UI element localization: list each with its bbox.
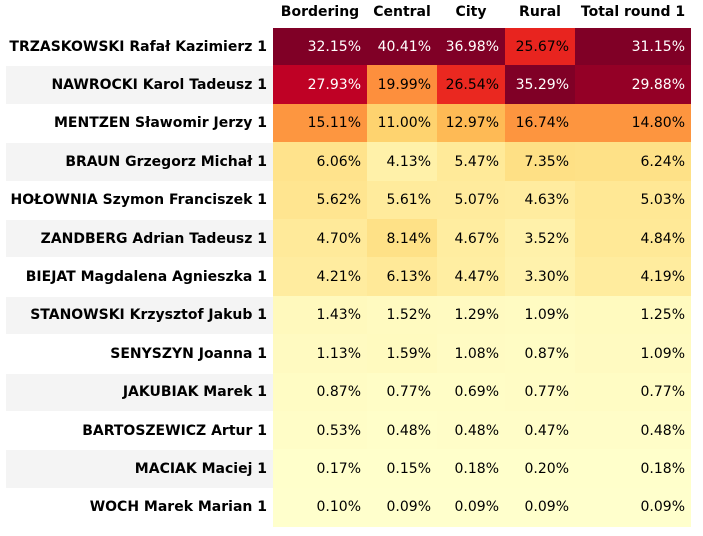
heatmap-cell-woch-marek-marian-1-total-round-1: 0.09% [575, 487, 691, 528]
heatmap-cell-senyszyn-joanna-1-rural: 0.87% [505, 334, 575, 374]
row-label-woch-marek-marian-1: WOCH Marek Marian 1 [6, 488, 273, 527]
heatmap-cell-zandberg-adrian-tadeusz-1-central: 8.14% [367, 219, 437, 259]
heatmap-cell-nawrocki-karol-tadeusz-1-central: 19.99% [367, 65, 437, 105]
heatmap-cell-jakubiak-marek-1-total-round-1: 0.77% [575, 372, 691, 412]
heatmap-cell-maciak-maciej-1-central: 0.15% [367, 449, 437, 489]
row-label-zandberg-adrian-tadeusz-1: ZANDBERG Adrian Tadeusz 1 [6, 220, 273, 258]
column-header-city: City [455, 4, 487, 20]
heatmap-cell-jakubiak-marek-1-central: 0.77% [367, 372, 437, 412]
heatmap-cell-trzaskowski-rafal-kazimierz-1-city: 36.98% [437, 28, 505, 67]
heatmap-cell-zandberg-adrian-tadeusz-1-total-round-1: 4.84% [575, 219, 691, 259]
heatmap-cell-woch-marek-marian-1-city: 0.09% [437, 487, 505, 528]
heatmap-cell-bartoszewicz-artur-1-central: 0.48% [367, 411, 437, 451]
heatmap-cell-braun-grzegorz-michal-1-bordering: 6.06% [273, 142, 367, 182]
heatmap-cell-stanowski-krzysztof-jakub-1-bordering: 1.43% [273, 295, 367, 336]
heatmap-cell-jakubiak-marek-1-bordering: 0.87% [273, 372, 367, 412]
heatmap-cell-braun-grzegorz-michal-1-central: 4.13% [367, 142, 437, 182]
heatmap-cell-jakubiak-marek-1-city: 0.69% [437, 372, 505, 412]
heatmap-cell-senyszyn-joanna-1-total-round-1: 1.09% [575, 334, 691, 374]
heatmap-cell-biejat-magdalena-agnieszka-1-bordering: 4.21% [273, 257, 367, 297]
column-header-total-round-1: Total round 1 [580, 4, 686, 20]
heatmap-cell-zandberg-adrian-tadeusz-1-city: 4.67% [437, 219, 505, 259]
row-label-nawrocki-karol-tadeusz-1: NAWROCKI Karol Tadeusz 1 [6, 66, 273, 104]
heatmap-cell-braun-grzegorz-michal-1-rural: 7.35% [505, 142, 575, 182]
heatmap-cell-senyszyn-joanna-1-city: 1.08% [437, 334, 505, 374]
heatmap-cell-mentzen-slawomir-jerzy-1-total-round-1: 14.80% [575, 103, 691, 144]
row-label-maciak-maciej-1: MACIAK Maciej 1 [6, 450, 273, 488]
heatmap-cell-braun-grzegorz-michal-1-total-round-1: 6.24% [575, 142, 691, 182]
heatmap-cell-stanowski-krzysztof-jakub-1-central: 1.52% [367, 295, 437, 336]
heatmap-cell-trzaskowski-rafal-kazimierz-1-central: 40.41% [367, 28, 437, 67]
heatmap-cell-biejat-magdalena-agnieszka-1-rural: 3.30% [505, 257, 575, 297]
heatmap-cell-biejat-magdalena-agnieszka-1-central: 6.13% [367, 257, 437, 297]
heatmap-cell-woch-marek-marian-1-central: 0.09% [367, 487, 437, 528]
column-header-central: Central [373, 4, 431, 20]
heatmap-cell-mentzen-slawomir-jerzy-1-bordering: 15.11% [273, 103, 367, 144]
heatmap-cell-nawrocki-karol-tadeusz-1-city: 26.54% [437, 65, 505, 105]
column-header-rural: Rural [519, 4, 561, 20]
heatmap-cell-bartoszewicz-artur-1-total-round-1: 0.48% [575, 411, 691, 451]
row-label-jakubiak-marek-1: JAKUBIAK Marek 1 [6, 373, 273, 411]
heatmap-cell-mentzen-slawomir-jerzy-1-rural: 16.74% [505, 103, 575, 144]
heatmap-cell-nawrocki-karol-tadeusz-1-rural: 35.29% [505, 65, 575, 105]
heatmap-cell-holownia-szymon-franciszek-1-city: 5.07% [437, 180, 505, 220]
heatmap-cell-biejat-magdalena-agnieszka-1-total-round-1: 4.19% [575, 257, 691, 297]
heatmap-cell-stanowski-krzysztof-jakub-1-rural: 1.09% [505, 295, 575, 336]
heatmap-cell-biejat-magdalena-agnieszka-1-city: 4.47% [437, 257, 505, 297]
heatmap-cell-zandberg-adrian-tadeusz-1-bordering: 4.70% [273, 219, 367, 259]
heatmap-cell-woch-marek-marian-1-bordering: 0.10% [273, 487, 367, 528]
heatmap-cell-trzaskowski-rafal-kazimierz-1-bordering: 32.15% [273, 28, 367, 67]
heatmap-cell-braun-grzegorz-michal-1-city: 5.47% [437, 142, 505, 182]
heatmap-cell-bartoszewicz-artur-1-bordering: 0.53% [273, 411, 367, 451]
column-header-bordering: Bordering [280, 4, 360, 20]
heatmap-cell-holownia-szymon-franciszek-1-total-round-1: 5.03% [575, 180, 691, 220]
heatmap-cell-stanowski-krzysztof-jakub-1-total-round-1: 1.25% [575, 295, 691, 336]
heatmap-cell-maciak-maciej-1-bordering: 0.17% [273, 449, 367, 489]
row-label-mentzen-slawomir-jerzy-1: MENTZEN Sławomir Jerzy 1 [6, 104, 273, 143]
heatmap-cell-nawrocki-karol-tadeusz-1-bordering: 27.93% [273, 65, 367, 105]
heatmap-cell-senyszyn-joanna-1-central: 1.59% [367, 334, 437, 374]
heatmap-cell-maciak-maciej-1-total-round-1: 0.18% [575, 449, 691, 489]
row-label-holownia-szymon-franciszek-1: HOŁOWNIA Szymon Franciszek 1 [6, 181, 273, 219]
heatmap-cell-maciak-maciej-1-city: 0.18% [437, 449, 505, 489]
row-label-bartoszewicz-artur-1: BARTOSZEWICZ Artur 1 [6, 412, 273, 450]
row-label-stanowski-krzysztof-jakub-1: STANOWSKI Krzysztof Jakub 1 [6, 296, 273, 335]
heatmap-cell-holownia-szymon-franciszek-1-bordering: 5.62% [273, 180, 367, 220]
heatmap-cell-trzaskowski-rafal-kazimierz-1-rural: 25.67% [505, 28, 575, 67]
heatmap-cell-mentzen-slawomir-jerzy-1-city: 12.97% [437, 103, 505, 144]
row-label-biejat-magdalena-agnieszka-1: BIEJAT Magdalena Agnieszka 1 [6, 258, 273, 296]
heatmap-cell-senyszyn-joanna-1-bordering: 1.13% [273, 334, 367, 374]
heatmap-cell-nawrocki-karol-tadeusz-1-total-round-1: 29.88% [575, 65, 691, 105]
heatmap-cell-holownia-szymon-franciszek-1-central: 5.61% [367, 180, 437, 220]
row-label-senyszyn-joanna-1: SENYSZYN Joanna 1 [6, 335, 273, 373]
heatmap-cell-bartoszewicz-artur-1-city: 0.48% [437, 411, 505, 451]
heatmap-cell-stanowski-krzysztof-jakub-1-city: 1.29% [437, 295, 505, 336]
heatmap-cell-bartoszewicz-artur-1-rural: 0.47% [505, 411, 575, 451]
heatmap-cell-woch-marek-marian-1-rural: 0.09% [505, 487, 575, 528]
heatmap-cell-trzaskowski-rafal-kazimierz-1-total-round-1: 31.15% [575, 28, 691, 67]
row-label-braun-grzegorz-michal-1: BRAUN Grzegorz Michał 1 [6, 143, 273, 181]
heatmap-cell-holownia-szymon-franciszek-1-rural: 4.63% [505, 180, 575, 220]
heatmap-cell-mentzen-slawomir-jerzy-1-central: 11.00% [367, 103, 437, 144]
heatmap-cell-zandberg-adrian-tadeusz-1-rural: 3.52% [505, 219, 575, 259]
heatmap-cell-jakubiak-marek-1-rural: 0.77% [505, 372, 575, 412]
heatmap-cell-maciak-maciej-1-rural: 0.20% [505, 449, 575, 489]
row-label-trzaskowski-rafal-kazimierz-1: TRZASKOWSKI Rafał Kazimierz 1 [6, 28, 273, 66]
